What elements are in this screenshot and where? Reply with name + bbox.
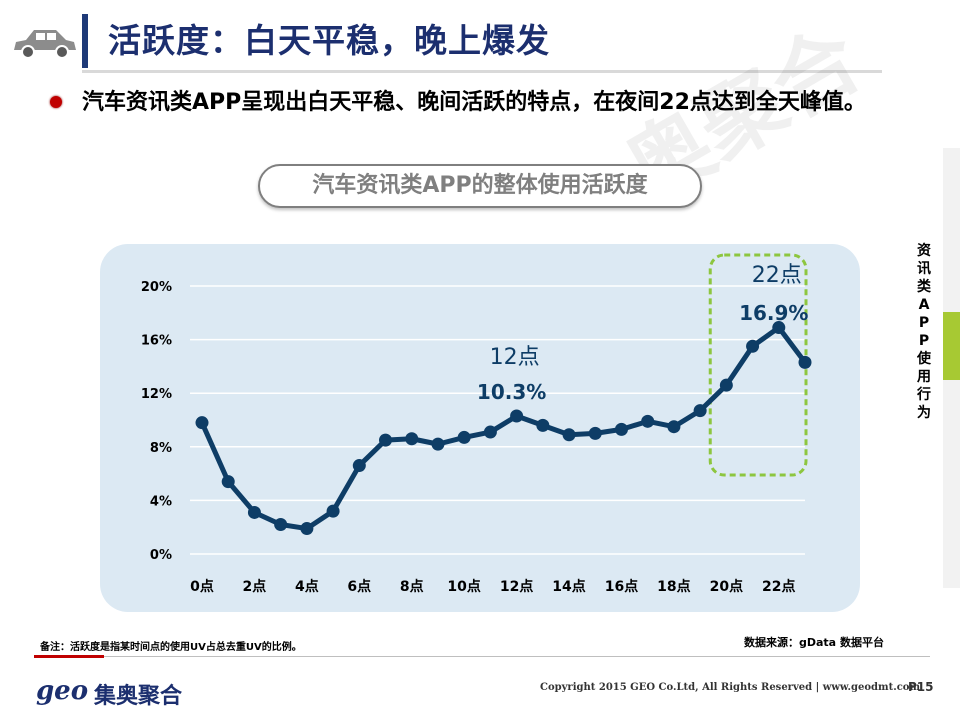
page-title: 活跃度：白天平稳，晚上爆发 — [108, 21, 550, 60]
data-point — [221, 475, 235, 489]
data-point — [510, 409, 524, 423]
page-number: P15 — [908, 680, 934, 694]
annotation-label: 22点 — [752, 263, 802, 288]
data-point — [300, 522, 314, 536]
x-tick-label: 14点 — [552, 578, 585, 595]
footer-gray-rule — [104, 656, 930, 657]
data-point — [614, 422, 628, 436]
x-tick-label: 22点 — [762, 578, 795, 595]
y-tick-label: 16% — [141, 334, 172, 349]
footer-red-rule — [34, 655, 104, 658]
highlight-box — [708, 253, 808, 477]
data-point — [536, 418, 550, 432]
y-tick-label: 20% — [141, 280, 172, 295]
data-point — [352, 459, 366, 473]
annotation-value: 10.3% — [477, 380, 546, 404]
header: 活跃度：白天平稳，晚上爆发 — [0, 0, 960, 80]
chart-panel — [100, 244, 860, 612]
x-tick-label: 0点 — [190, 578, 214, 595]
data-point — [431, 437, 445, 451]
data-point — [379, 433, 393, 447]
data-point — [562, 428, 576, 442]
data-point — [693, 404, 707, 418]
y-tick-label: 4% — [150, 494, 172, 509]
title-underline — [82, 70, 882, 73]
title-accent-bar — [82, 14, 88, 68]
copyright: Copyright 2015 GEO Co.Ltd, All Rights Re… — [540, 682, 921, 693]
data-point — [641, 414, 655, 428]
data-point — [746, 339, 760, 353]
bullet-text: 汽车资讯类APP呈现出白天平稳、晚间活跃的特点，在夜间22点达到全天峰值。 — [82, 90, 866, 115]
x-tick-label: 18点 — [657, 578, 690, 595]
annotation-value: 16.9% — [739, 301, 808, 325]
annotation-label: 12点 — [490, 345, 540, 370]
logo-geo: geo — [36, 676, 89, 706]
data-point — [719, 378, 733, 392]
chart-subtitle: 汽车资讯类APP的整体使用活跃度 — [258, 164, 702, 208]
y-tick-label: 12% — [141, 387, 172, 402]
data-point — [326, 504, 340, 518]
data-point — [405, 432, 419, 446]
x-tick-label: 20点 — [710, 578, 743, 595]
side-tab-active — [943, 312, 960, 380]
x-tick-label: 8点 — [400, 578, 424, 595]
logo-company-name: 集奥聚合 — [94, 684, 183, 709]
y-tick-label: 0% — [150, 548, 172, 563]
x-tick-label: 12点 — [500, 578, 533, 595]
data-point — [667, 420, 681, 434]
data-point — [772, 321, 786, 335]
y-tick-label: 8% — [150, 441, 172, 456]
side-section-label: 资讯类APP使用行为 — [917, 243, 931, 421]
car-icon — [14, 30, 76, 59]
data-point — [274, 518, 288, 532]
x-tick-label: 6点 — [347, 578, 371, 595]
data-point — [483, 425, 497, 439]
x-tick-label: 16点 — [605, 578, 638, 595]
bullet-icon — [50, 96, 62, 108]
x-tick-label: 2点 — [243, 578, 267, 595]
data-point — [195, 416, 209, 430]
data-point — [588, 426, 602, 440]
footnote: 备注：活跃度是指某时间点的使用UV占总去重UV的比例。 — [40, 642, 302, 653]
x-tick-label: 10点 — [447, 578, 480, 595]
data-point — [457, 430, 471, 444]
data-point — [798, 355, 812, 369]
data-source: 数据来源：gData 数据平台 — [744, 636, 884, 649]
x-tick-label: 4点 — [295, 578, 319, 595]
data-point — [247, 505, 261, 519]
